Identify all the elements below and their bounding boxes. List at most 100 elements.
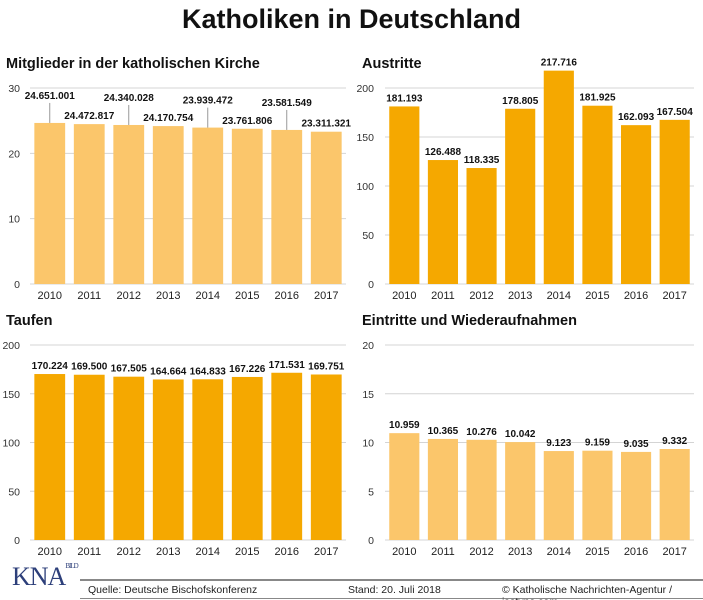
x-tick-label: 2012 — [469, 290, 493, 302]
y-tick-label: 100 — [2, 438, 20, 450]
x-tick-label: 2011 — [431, 290, 455, 302]
x-tick-label: 2012 — [117, 290, 141, 302]
data-label: 24.170.754 — [143, 113, 193, 124]
y-tick-label: 200 — [2, 340, 20, 352]
bar-2012 — [113, 124, 145, 284]
x-tick-label: 2013 — [508, 546, 532, 558]
x-tick-label: 2013 — [156, 546, 180, 558]
data-label: 167.504 — [657, 107, 694, 118]
data-label: 164.833 — [190, 366, 227, 377]
y-tick-label: 15 — [362, 389, 374, 401]
x-tick-label: 2015 — [235, 290, 259, 302]
chart-title-austritte: Austritte — [362, 56, 422, 72]
data-label: 167.226 — [229, 364, 266, 375]
x-tick-label: 2012 — [469, 546, 493, 558]
data-label: 178.805 — [502, 96, 539, 107]
y-tick-label: 30 — [8, 83, 20, 95]
x-tick-label: 2010 — [38, 290, 62, 302]
bar-2011 — [73, 374, 105, 540]
x-tick-label: 2017 — [662, 546, 686, 558]
x-tick-label: 2017 — [314, 546, 338, 558]
bar-2016 — [620, 125, 652, 284]
data-label: 23.311.321 — [302, 119, 352, 130]
bar-2013 — [152, 126, 184, 284]
bar-2015 — [582, 105, 613, 284]
x-tick-label: 2014 — [547, 546, 571, 558]
data-label: 9.332 — [662, 436, 687, 447]
bar-2011 — [427, 160, 459, 284]
data-label: 170.224 — [32, 361, 69, 372]
bar-2013 — [152, 379, 184, 540]
bar-2014 — [543, 451, 574, 540]
bar-2017 — [659, 449, 690, 540]
y-tick-label: 5 — [368, 486, 374, 498]
bar-2015 — [582, 450, 613, 540]
y-tick-label: 0 — [368, 535, 374, 547]
footer-date: Stand: 20. Juli 2018 — [348, 584, 441, 596]
x-tick-label: 2010 — [392, 290, 416, 302]
data-label: 169.751 — [308, 361, 345, 372]
data-label: 24.651.001 — [25, 91, 75, 102]
bar-2012 — [466, 439, 497, 540]
x-tick-label: 2015 — [585, 546, 609, 558]
bar-2013 — [505, 108, 536, 284]
x-tick-label: 2015 — [585, 290, 609, 302]
x-tick-label: 2013 — [156, 290, 180, 302]
bar-2011 — [73, 124, 105, 284]
bar-2016 — [620, 451, 652, 540]
bar-2012 — [113, 376, 145, 540]
data-label: 9.159 — [585, 438, 610, 449]
x-tick-label: 2016 — [275, 290, 299, 302]
y-tick-label: 50 — [8, 486, 20, 498]
chart-title-eintritte: Eintritte und Wiederaufnahmen — [362, 313, 577, 329]
bar-2015 — [231, 376, 263, 540]
x-tick-label: 2017 — [314, 290, 338, 302]
x-tick-label: 2014 — [196, 290, 220, 302]
data-label: 9.123 — [546, 438, 571, 449]
footer-copyright: © Katholische Nachrichten-Agentur / isot… — [502, 584, 672, 600]
data-label: 164.664 — [150, 366, 187, 377]
chart-title-mitglieder: Mitglieder in der katholischen Kirche — [6, 56, 260, 72]
data-label: 10.959 — [389, 420, 420, 431]
bar-2010 — [34, 374, 66, 540]
y-tick-label: 150 — [356, 132, 374, 144]
bar-2017 — [659, 119, 690, 285]
y-tick-label: 100 — [356, 181, 374, 193]
data-label: 217.716 — [541, 58, 578, 69]
y-tick-label: 200 — [356, 83, 374, 95]
x-tick-label: 2013 — [508, 290, 532, 302]
data-label: 10.276 — [466, 427, 497, 438]
data-label: 171.531 — [269, 360, 306, 371]
bar-2012 — [466, 168, 497, 284]
y-tick-label: 0 — [14, 535, 20, 547]
x-tick-label: 2016 — [624, 546, 648, 558]
footer-source: Quelle: Deutsche Bischofskonferenz — [88, 584, 258, 596]
y-tick-label: 20 — [8, 148, 20, 160]
bar-2010 — [389, 106, 420, 284]
data-label: 23.761.806 — [222, 116, 272, 127]
data-label: 23.939.472 — [183, 96, 233, 107]
x-tick-label: 2014 — [196, 546, 220, 558]
kna-logo: KNABILD — [12, 562, 79, 591]
y-tick-label: 20 — [362, 340, 374, 352]
bar-2010 — [389, 433, 420, 540]
x-tick-label: 2016 — [275, 546, 299, 558]
bar-2014 — [192, 379, 224, 540]
bar-2014 — [543, 70, 574, 284]
bar-2017 — [310, 131, 342, 284]
x-tick-label: 2016 — [624, 290, 648, 302]
bar-2013 — [505, 442, 536, 540]
bar-2017 — [310, 374, 342, 540]
x-tick-label: 2014 — [547, 290, 571, 302]
x-tick-label: 2010 — [392, 546, 416, 558]
data-label: 126.488 — [425, 147, 462, 158]
data-label: 169.500 — [71, 362, 108, 373]
page-title: Katholiken in Deutschland — [181, 4, 522, 34]
y-tick-label: 0 — [368, 279, 374, 291]
data-label: 167.505 — [111, 364, 148, 375]
x-tick-label: 2011 — [431, 546, 455, 558]
data-label: 10.042 — [505, 429, 536, 440]
y-tick-label: 50 — [362, 230, 374, 242]
data-label: 162.093 — [618, 112, 655, 123]
